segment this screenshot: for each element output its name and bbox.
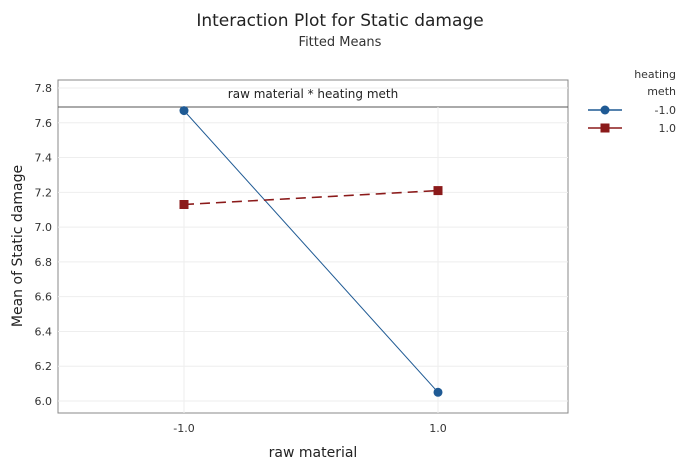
data-point xyxy=(179,106,189,116)
legend-title: meth xyxy=(647,85,676,98)
y-tick-label: 6.2 xyxy=(35,360,53,373)
y-tick-label: 6.4 xyxy=(35,325,53,338)
legend-marker xyxy=(600,123,610,133)
data-point xyxy=(433,387,443,397)
y-axis-label: Mean of Static damage xyxy=(10,165,26,327)
y-tick-label: 6.0 xyxy=(35,395,53,408)
legend-label: 1.0 xyxy=(659,122,677,135)
data-point xyxy=(433,186,443,196)
y-tick-label: 7.8 xyxy=(35,82,53,95)
y-tick-label: 6.8 xyxy=(35,256,53,269)
x-axis-label: raw material xyxy=(269,445,358,461)
chart-title: Interaction Plot for Static damage xyxy=(196,11,483,31)
plot-area xyxy=(57,79,569,414)
y-tick-label: 6.6 xyxy=(35,291,53,304)
x-tick-label: -1.0 xyxy=(173,422,194,435)
legend-marker xyxy=(600,105,610,115)
x-tick-label: 1.0 xyxy=(429,422,447,435)
data-point xyxy=(179,200,189,210)
y-tick-label: 7.2 xyxy=(35,186,53,199)
series-line xyxy=(183,110,439,393)
y-tick-label: 7.4 xyxy=(35,152,53,165)
series-line xyxy=(183,189,439,206)
y-tick-label: 7.0 xyxy=(35,221,53,234)
chart-subtitle: Fitted Means xyxy=(299,35,382,50)
legend-label: -1.0 xyxy=(655,104,676,117)
legend-title: heating xyxy=(634,68,676,81)
panel-header: raw material * heating meth xyxy=(228,87,398,101)
y-tick-label: 7.6 xyxy=(35,117,53,130)
